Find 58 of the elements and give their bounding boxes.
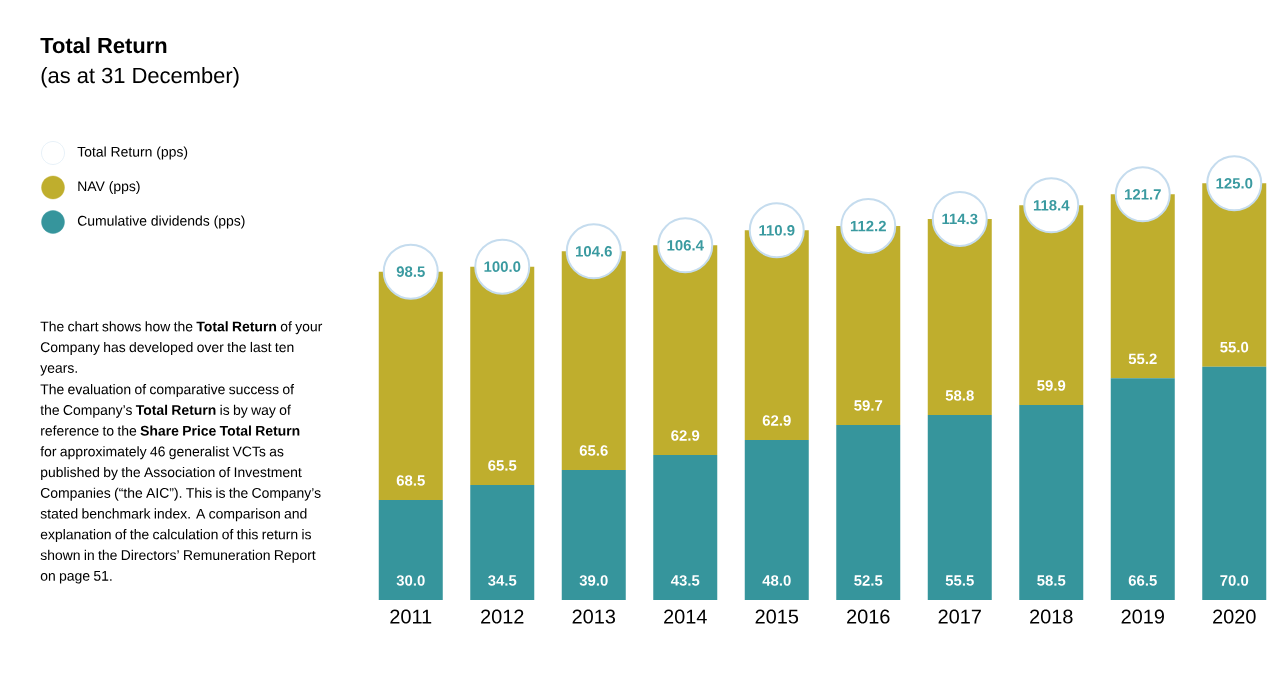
data-label: 68.5 (396, 475, 425, 486)
data-label: 112.2 (850, 220, 886, 232)
bar (927, 414, 992, 600)
text: The evaluation of comparative success of the Company’s Total Return is by way of reference to the Share Price Total Return for approximately 46 generalist VCTs as published by the Association of Investment Companies (“the AIC”). This is the Company’s stated benchmark index. A comparison and explanation of the calculation of this return is shown in the Directors’ Remuneration Report on page 51. (40, 384, 321, 584)
data-label: 59.7 (854, 400, 883, 411)
data-label: 65.6 (579, 445, 608, 456)
data-label: 110.9 (759, 225, 795, 236)
point (382, 243, 439, 300)
data-label: 34.5 (488, 575, 517, 586)
data-label: 58.8 (945, 390, 974, 401)
text: Total Return (40, 37, 167, 54)
data-label: 48.0 (762, 575, 791, 586)
x-tick-label: 2015 (755, 609, 799, 624)
bar (1019, 404, 1084, 600)
bar (378, 499, 443, 600)
bar (561, 469, 626, 600)
data-label: 118.4 (1033, 200, 1070, 211)
data-label: 30.0 (396, 575, 425, 586)
x-tick-label: 2019 (1121, 609, 1164, 624)
bar (1110, 378, 1175, 600)
legend-label: Cumulative dividends (pps) (77, 215, 245, 229)
legend-label: Total Return (pps) (77, 146, 188, 160)
data-label: 125.0 (1216, 178, 1253, 189)
x-tick-label: 2011 (390, 609, 432, 624)
x-tick-label: 2018 (1030, 609, 1073, 624)
data-label: 52.5 (854, 575, 883, 586)
bar (744, 439, 809, 600)
bar (470, 484, 535, 600)
bar (836, 424, 901, 600)
data-label: 55.0 (1220, 341, 1249, 353)
data-label: 43.5 (670, 575, 700, 586)
data-label: 39.0 (579, 575, 608, 586)
data-label: 70.0 (1220, 575, 1249, 586)
bar (653, 454, 718, 600)
data-label: 100.0 (484, 261, 521, 272)
x-tick-label: 2012 (481, 609, 524, 624)
data-label: 121.7 (1125, 189, 1161, 200)
data-label: 58.5 (1037, 575, 1066, 586)
data-label: 66.5 (1128, 575, 1157, 586)
x-tick-label: 2013 (572, 609, 616, 624)
data-label: 55.2 (1128, 353, 1157, 365)
data-label: 114.3 (942, 213, 978, 225)
data-label: 55.5 (945, 575, 974, 586)
data-label: 106.4 (667, 240, 704, 251)
x-tick-label: 2014 (664, 609, 707, 624)
data-label: 98.5 (396, 266, 425, 277)
data-label: 104.6 (576, 246, 612, 257)
legend-label: NAV (pps) (78, 180, 140, 194)
data-label: 62.9 (671, 430, 700, 441)
text: The chart shows how the Total Return of your Company has developed over the last ten years. (40, 321, 323, 376)
x-tick-label: 2020 (1213, 609, 1256, 624)
bar (1202, 366, 1267, 600)
x-tick-label: 2016 (847, 609, 890, 624)
data-label: 62.9 (762, 415, 791, 426)
data-label: 65.5 (488, 460, 517, 471)
data-label: 59.9 (1037, 380, 1066, 391)
text: (as at 31 December) (41, 67, 239, 88)
x-tick-label: 2017 (938, 609, 981, 624)
